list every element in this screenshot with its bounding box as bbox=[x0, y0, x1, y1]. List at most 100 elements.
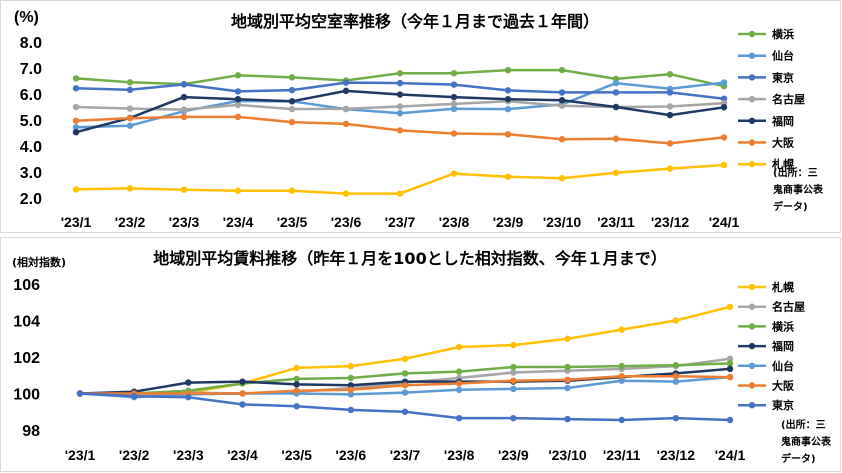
bot-xtick-label: '23/5 bbox=[281, 447, 312, 463]
bot-xtick-label: '23/10 bbox=[548, 447, 587, 463]
bot-data-point bbox=[564, 376, 571, 384]
top-data-point bbox=[396, 91, 404, 98]
top-data-point bbox=[504, 66, 512, 74]
bot-data-point bbox=[401, 382, 409, 389]
bot-data-point bbox=[672, 378, 680, 385]
bot-data-point bbox=[510, 341, 517, 349]
top-data-point bbox=[666, 71, 674, 78]
top-xtick-label: '23/12 bbox=[651, 214, 690, 230]
bot-data-point bbox=[401, 389, 409, 396]
top-data-point bbox=[180, 81, 188, 88]
bot-data-point bbox=[510, 385, 517, 393]
bot-data-point bbox=[510, 414, 517, 422]
bot-data-point bbox=[130, 393, 138, 400]
top-ytick-label: 5.0 bbox=[20, 113, 42, 130]
top-data-point bbox=[72, 117, 80, 124]
bot-data-point bbox=[564, 363, 571, 371]
bot-data-point bbox=[510, 369, 517, 376]
top-ytick-label: 7.0 bbox=[20, 61, 42, 78]
top-data-point bbox=[666, 89, 674, 96]
bottom-chart-title: 地域別平均賃料推移（昨年１月を100とした相対指数、今年１月まで） bbox=[153, 249, 666, 268]
bot-data-point bbox=[618, 362, 625, 370]
top-data-point bbox=[396, 190, 404, 197]
bot-data-point bbox=[185, 379, 192, 386]
top-data-point bbox=[126, 105, 134, 112]
top-data-point bbox=[72, 186, 80, 193]
top-xtick-label: '23/5 bbox=[277, 214, 308, 230]
top-data-point bbox=[450, 70, 458, 77]
bot-ytick-label: 102 bbox=[13, 350, 40, 367]
top-data-point bbox=[396, 70, 404, 77]
top-data-point bbox=[288, 98, 296, 105]
bot-data-point bbox=[726, 365, 734, 373]
bot-xtick-label: '23/11 bbox=[603, 447, 641, 463]
top-legend-label: 大阪 bbox=[772, 136, 795, 150]
bot-legend-marker bbox=[748, 283, 756, 291]
bot-data-point bbox=[618, 326, 625, 333]
bot-data-point bbox=[510, 363, 517, 371]
bottom-chart-unit: (相対指数) bbox=[12, 255, 66, 269]
top-data-point bbox=[612, 89, 620, 96]
bot-data-point bbox=[510, 377, 517, 384]
top-data-point bbox=[288, 105, 296, 113]
top-chart-panel bbox=[0, 0, 841, 233]
top-data-point bbox=[720, 161, 728, 169]
bot-data-point bbox=[455, 386, 463, 394]
bot-xtick-label: '23/3 bbox=[173, 447, 204, 463]
top-data-point bbox=[666, 140, 674, 147]
bot-data-point bbox=[726, 416, 734, 424]
bot-data-point bbox=[347, 374, 355, 382]
bot-data-point bbox=[672, 317, 680, 324]
bot-data-point bbox=[564, 384, 571, 392]
bot-data-point bbox=[347, 362, 355, 370]
top-legend-label: 福岡 bbox=[771, 114, 794, 128]
bot-xtick-label: '23/9 bbox=[498, 447, 529, 463]
top-xtick-label: '23/3 bbox=[169, 214, 200, 230]
top-data-point bbox=[288, 86, 296, 94]
bot-legend-label: 仙台 bbox=[772, 359, 794, 373]
bot-legend-label: 福岡 bbox=[771, 339, 794, 353]
bot-data-point bbox=[455, 380, 463, 387]
top-chart-unit: (%) bbox=[14, 9, 39, 26]
top-data-point bbox=[288, 187, 296, 194]
bot-source-note: データ) bbox=[781, 452, 816, 465]
top-data-point bbox=[72, 129, 80, 136]
top-legend-label: 名古屋 bbox=[772, 92, 805, 106]
bot-data-point bbox=[347, 382, 355, 389]
top-data-point bbox=[504, 105, 512, 113]
top-data-point bbox=[180, 186, 188, 193]
top-xtick-label: '23/6 bbox=[331, 214, 362, 230]
top-legend-marker bbox=[748, 117, 756, 125]
top-ytick-label: 6.0 bbox=[20, 87, 42, 104]
top-data-point bbox=[450, 105, 458, 113]
top-data-point bbox=[612, 135, 620, 142]
bot-legend-marker bbox=[748, 303, 756, 310]
top-data-point bbox=[288, 118, 296, 126]
bot-ytick-label: 98 bbox=[22, 423, 40, 440]
bot-data-point bbox=[347, 386, 355, 394]
bot-data-point bbox=[672, 372, 680, 380]
top-data-point bbox=[504, 96, 512, 103]
bot-data-point bbox=[618, 377, 625, 384]
top-data-point bbox=[504, 87, 512, 94]
top-source-note: (出所：三 bbox=[773, 166, 818, 179]
bot-data-point bbox=[726, 360, 734, 367]
top-data-point bbox=[126, 114, 134, 122]
bot-data-point bbox=[618, 372, 625, 380]
top-data-point bbox=[720, 95, 728, 102]
top-xtick-label: '23/7 bbox=[385, 214, 416, 230]
top-legend-label: 横浜 bbox=[772, 27, 794, 41]
bot-data-point bbox=[401, 370, 409, 377]
bot-data-point bbox=[672, 362, 680, 369]
bot-data-point bbox=[726, 303, 734, 311]
bot-data-point bbox=[618, 416, 625, 424]
top-data-point bbox=[450, 81, 458, 88]
top-data-point bbox=[234, 88, 242, 95]
top-data-point bbox=[342, 120, 350, 128]
bot-data-point bbox=[76, 390, 84, 397]
top-data-point bbox=[342, 79, 350, 86]
top-data-point bbox=[558, 175, 566, 182]
bot-xtick-label: '23/6 bbox=[336, 447, 367, 463]
top-xtick-label: '23/4 bbox=[223, 214, 254, 230]
top-data-point bbox=[72, 85, 80, 92]
